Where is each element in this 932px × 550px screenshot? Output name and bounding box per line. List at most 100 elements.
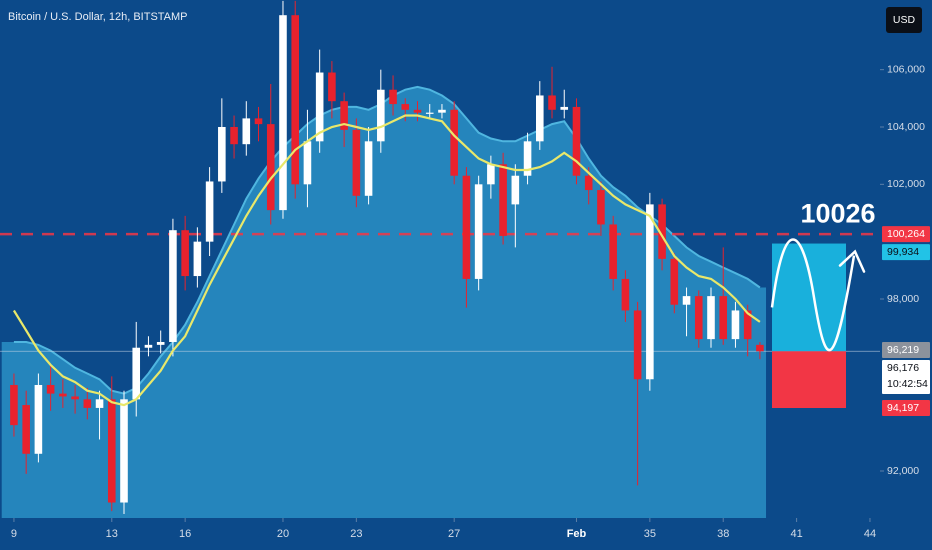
candle-body — [218, 126, 226, 182]
candle-body — [389, 89, 397, 105]
candle-body — [22, 405, 30, 454]
candle-body — [144, 344, 153, 348]
chart-title: Bitcoin / U.S. Dollar, 12h, BITSTAMP — [8, 11, 188, 23]
candle-body — [670, 258, 679, 305]
candle-body — [266, 124, 275, 211]
stop-zone — [772, 351, 846, 409]
candle-body — [193, 241, 202, 277]
candle-body — [377, 89, 385, 142]
candle-body — [95, 399, 104, 408]
candle-body — [279, 15, 287, 211]
price-label: 96,219 — [887, 344, 919, 356]
candle-body — [364, 141, 373, 196]
candle-body — [315, 72, 324, 142]
candle-body — [156, 341, 165, 345]
price-label: 96,176 — [887, 362, 919, 374]
x-tick-label: Feb — [567, 528, 587, 540]
candle-body — [756, 344, 764, 352]
candle-body — [511, 175, 520, 205]
y-tick-label: 92,000 — [887, 465, 919, 477]
candle-body — [425, 112, 434, 114]
price-label: 94,197 — [887, 402, 919, 414]
price-label-bg — [882, 400, 930, 417]
candle-body — [646, 204, 654, 380]
y-tick-label: 104,000 — [887, 121, 925, 133]
x-tick-label: 44 — [864, 528, 876, 540]
candle-body — [328, 72, 336, 102]
band-area — [1, 86, 767, 519]
candle-body — [181, 230, 189, 277]
candle-body — [584, 175, 593, 191]
candle-body — [352, 129, 361, 196]
price-label: 100,264 — [887, 228, 925, 240]
candle-body — [523, 141, 532, 176]
candle-body — [59, 393, 67, 397]
y-tick-label: 106,000 — [887, 63, 925, 75]
x-tick-label: 35 — [644, 528, 656, 540]
moving-average — [12, 114, 761, 407]
candle-body — [10, 384, 18, 426]
candle-body — [731, 310, 740, 340]
candle-body — [34, 384, 43, 454]
candle-body — [205, 181, 214, 242]
x-tick-label: 20 — [277, 528, 289, 540]
y-tick-label: 98,000 — [887, 293, 919, 305]
candle-body — [694, 296, 703, 340]
candle-body — [548, 95, 556, 110]
candle-body — [609, 224, 617, 279]
candle-body — [450, 109, 458, 176]
candle-body — [560, 106, 569, 110]
currency-button[interactable]: USD — [893, 14, 916, 26]
price-label-bg — [882, 226, 930, 243]
candle-body — [658, 204, 666, 259]
candle-body — [413, 109, 422, 113]
x-tick-label: 38 — [717, 528, 729, 540]
currency-button-bg[interactable] — [886, 7, 922, 33]
candle-body — [132, 347, 141, 400]
candle-body — [401, 104, 410, 110]
candle-body — [682, 296, 691, 305]
candle-body — [303, 141, 312, 185]
projection-curve — [770, 238, 856, 352]
candle-body — [120, 399, 128, 503]
price-label-bg — [882, 244, 930, 261]
candle-body — [499, 164, 507, 236]
projection-arrow — [838, 249, 866, 273]
candle-body — [340, 101, 348, 130]
candle-body — [719, 296, 728, 340]
candle-body — [621, 278, 630, 311]
candle-body — [46, 384, 55, 394]
candle-body — [597, 190, 605, 225]
x-tick-label: 9 — [11, 528, 17, 540]
x-tick-label: 27 — [448, 528, 460, 540]
x-tick-label: 23 — [350, 528, 362, 540]
countdown: 10:42:54 — [887, 378, 928, 390]
candle-body — [169, 230, 177, 342]
candle-body — [572, 106, 581, 176]
x-tick-label: 41 — [790, 528, 802, 540]
candle-body — [438, 109, 446, 113]
candle-body — [71, 396, 79, 400]
candle-body — [462, 175, 471, 279]
y-tick-label: 102,000 — [887, 178, 925, 190]
candle-body — [633, 310, 642, 380]
price-label: 99,934 — [887, 246, 919, 258]
candle-body — [707, 296, 715, 340]
candle-body — [230, 126, 238, 145]
x-tick-label: 16 — [179, 528, 191, 540]
candle-body — [291, 15, 299, 185]
candle-body — [242, 118, 251, 145]
candle-body — [83, 399, 92, 408]
price-label-bg — [882, 360, 930, 395]
target-zone — [772, 243, 846, 352]
candle-body — [535, 95, 544, 142]
candle-body — [743, 310, 752, 340]
candle-body — [487, 164, 495, 185]
x-tick-label: 13 — [106, 528, 118, 540]
target-annotation: 10026 — [800, 199, 875, 229]
price-label-bg — [882, 342, 930, 359]
candle-body — [474, 184, 483, 279]
candle-body — [254, 118, 263, 125]
